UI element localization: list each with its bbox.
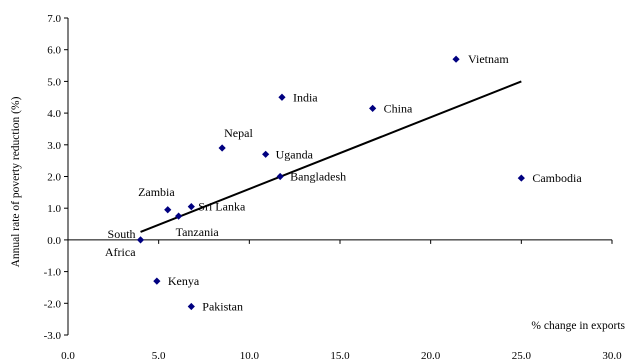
data-point [517, 174, 525, 182]
data-point [262, 150, 270, 158]
y-tick-label: 3.0 [47, 140, 61, 152]
y-tick-label: -1.0 [44, 267, 62, 279]
y-tick-label: -3.0 [44, 330, 62, 342]
point-label: Zambia [138, 185, 175, 199]
data-point [218, 144, 226, 152]
y-axis-title: Annual rate of poverty reduction (%) [10, 96, 22, 267]
x-tick-label: 0.0 [61, 350, 75, 362]
x-tick-label: 30.0 [602, 350, 622, 362]
x-tick-label: 25.0 [512, 350, 532, 362]
x-tick-label: 5.0 [152, 350, 166, 362]
data-point [175, 212, 183, 220]
data-point [369, 104, 377, 112]
data-point [136, 236, 145, 244]
x-tick-label: 15.0 [330, 350, 350, 362]
points-group [136, 55, 525, 311]
data-point [153, 277, 161, 285]
point-label: Bangladesh [290, 170, 346, 184]
labels-group: Vietnam India China Nepal Uganda Bangladesh Ca… [105, 52, 582, 313]
point-label: Kenya [168, 274, 200, 288]
point-label: India [293, 90, 318, 104]
point-label: Cambodia [532, 171, 582, 185]
point-label: Sri Lanka [198, 200, 246, 214]
data-point [164, 206, 172, 214]
data-point [278, 93, 286, 101]
point-label: China [384, 101, 413, 115]
y-tick-label: 7.0 [47, 13, 61, 25]
y-tick-label: 2.0 [47, 172, 61, 184]
x-tick-label: 10.0 [240, 350, 260, 362]
y-tick-label: 5.0 [47, 76, 61, 88]
point-label: Vietnam [468, 52, 509, 66]
y-tick-label: 6.0 [47, 45, 61, 57]
axes: -3.0 -2.0 -1.0 0.0 1.0 2.0 3.0 4.0 5.0 6.0 7.0 0.0 5… [44, 13, 623, 362]
data-point [452, 55, 460, 63]
trendline [140, 80, 522, 233]
y-tick-label: 1.0 [47, 203, 61, 215]
point-label: Uganda [276, 147, 314, 161]
data-point [276, 172, 284, 181]
y-tick-label: 0.0 [47, 235, 61, 247]
point-label: Pakistan [202, 299, 243, 313]
y-tick-label: 4.0 [47, 108, 61, 120]
point-label: Tanzania [176, 225, 220, 239]
y-tick-label: -2.0 [44, 298, 62, 310]
data-point [187, 302, 195, 311]
trendline-group [140, 80, 522, 233]
point-label: Nepal [224, 126, 253, 140]
point-label: South Africa [105, 227, 136, 259]
x-tick-label: 20.0 [421, 350, 441, 362]
x-axis-title: % change in exports [531, 320, 625, 332]
data-point [187, 203, 195, 211]
